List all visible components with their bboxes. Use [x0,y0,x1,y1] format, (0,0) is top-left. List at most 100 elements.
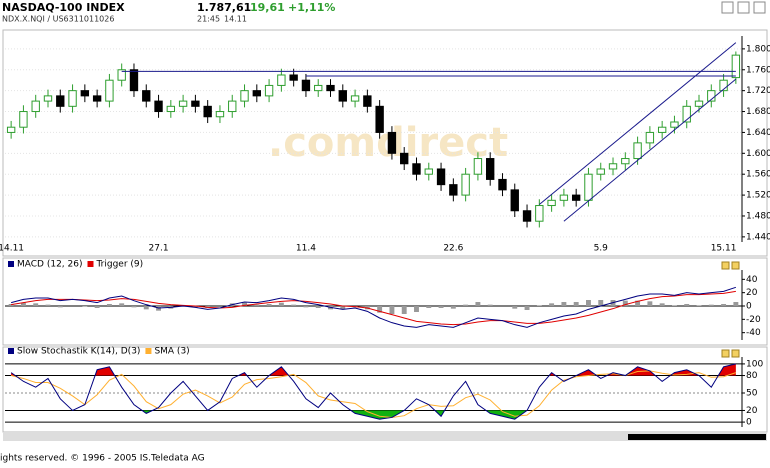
histogram-bar [536,305,542,306]
candle-body [424,168,433,175]
panel-icon[interactable] [731,349,740,358]
candle-body [31,100,40,113]
y-tick-label: 1.560 [746,170,770,180]
histogram-bar [389,306,395,314]
x-tick-label: 22.6 [443,244,463,254]
y-tick-label: 80 [746,371,758,381]
histogram-bar [8,304,14,306]
histogram-bar [377,306,383,313]
candle-body [596,168,605,175]
candle-body [80,90,90,97]
y-tick-label: 40 [746,275,758,285]
histogram-bar [512,306,518,309]
candle-body [338,90,347,102]
candle-body [400,152,409,165]
candle-body [43,95,53,102]
histogram-bar [414,306,419,312]
histogram-bar [278,302,284,306]
candle-body [559,194,569,201]
histogram-bar [401,306,407,314]
panel-icon[interactable] [721,349,730,358]
candle-body [461,173,470,196]
histogram-bar [315,306,321,308]
tool-button[interactable] [753,1,766,14]
histogram-bar [94,306,100,308]
candle-body [142,90,151,102]
candle-body [178,100,188,107]
candle-body [682,105,691,123]
tool-button[interactable] [737,1,750,14]
legend-label: MACD (12, 26) [17,260,83,270]
histogram-bar [254,304,260,306]
candle-body [203,105,212,118]
candle-body [670,121,679,128]
y-tick-label: 0 [746,302,752,312]
x-tick-label: 11.4 [296,244,316,254]
histogram-bar [463,304,469,306]
candle-body [105,79,114,102]
x-tick-label: 15.11 [711,244,737,254]
histogram-bar [192,306,198,308]
trend-line [563,78,737,222]
candle-body [486,158,495,180]
histogram-bar [143,306,149,310]
candle-body [350,95,360,102]
histogram-bar [684,304,690,306]
y-tick-label: 50 [746,389,758,399]
legend-label: SMA (3) [154,347,189,357]
y-tick-label: 0 [746,418,752,428]
candle-body [571,194,581,201]
y-tick-label: -40 [746,328,761,338]
histogram-bar [708,304,714,306]
candle-body [301,79,311,92]
candle-body [535,205,544,222]
panel-icon[interactable] [731,261,740,270]
x-tick-label: 27.1 [149,244,169,254]
candle-body [522,210,532,222]
y-tick-label: 100 [746,359,763,369]
scrollbar-track[interactable] [3,433,767,441]
histogram-bar [20,302,26,306]
legend-swatch [145,348,152,354]
tool-button[interactable] [721,1,734,14]
histogram-bar [106,304,112,306]
histogram-bar [266,304,272,306]
histogram-bar [242,302,247,306]
stoch-panel-frame [2,346,768,433]
histogram-bar [475,302,481,306]
candle-body [215,111,225,118]
candle-body [633,142,642,160]
change: 19,61 [250,1,285,14]
legend-swatch [8,261,14,267]
y-tick-label: 20 [746,406,758,416]
main-panel-frame [2,29,768,257]
y-tick-label: 1.440 [746,232,770,242]
candle-body [584,173,593,201]
histogram-bar [426,306,432,308]
candle-body [387,131,397,154]
macd-panel-frame [2,257,768,346]
panel-icon[interactable] [721,261,730,270]
histogram-bar [573,302,579,306]
toolbar [721,1,766,14]
histogram-bar [598,300,604,306]
y-tick-label: 20 [746,288,758,298]
candle-body [412,163,421,175]
candle-body [719,79,728,92]
histogram-bar [82,306,88,307]
candle-body [436,168,446,186]
candle-body [129,69,139,92]
candle-body [326,84,335,92]
histogram-bar [340,306,346,310]
footer: ights reserved. © 1996 - 2005 IS.Teledat… [0,454,205,464]
candle-body [19,111,28,128]
series-line [11,290,736,326]
histogram-bar [45,304,51,306]
candle-body [694,100,704,107]
series-line [11,370,737,418]
x-tick-label: 14.11 [0,244,24,254]
candle-body [314,84,323,92]
scrollbar-thumb[interactable] [628,434,766,440]
histogram-bar [635,300,641,306]
